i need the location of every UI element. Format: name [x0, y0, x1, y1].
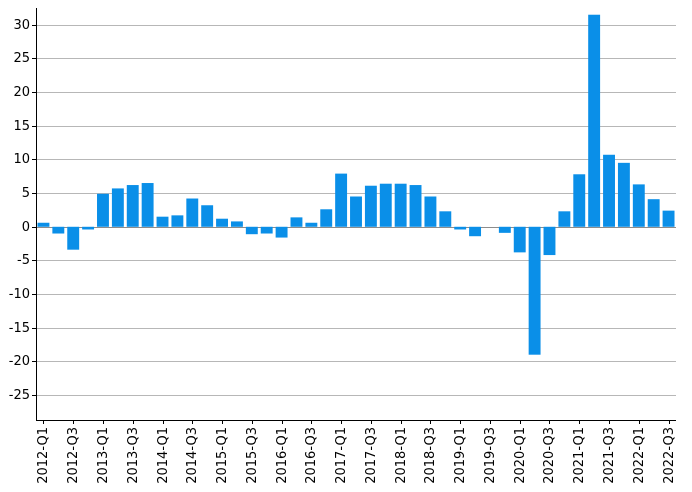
y-tick-label: 20: [13, 85, 30, 100]
x-tick-label: 2016-Q3: [304, 427, 319, 484]
y-axis-ticks: 30 25 20 15 10 5 0 -5 -10 -15 -20 -25: [9, 18, 36, 403]
x-tick-label: 2013-Q1: [96, 427, 111, 484]
bar-2012-Q1: [37, 222, 50, 227]
axes: [36, 8, 676, 421]
bar-2015-Q2: [230, 221, 243, 227]
bar-2013-Q4: [141, 183, 154, 227]
bar-2016-Q1: [275, 226, 288, 238]
x-tick-label: 2022-Q3: [662, 427, 677, 484]
x-tick-label: 2012-Q1: [36, 427, 51, 484]
bar-2015-Q1: [216, 218, 228, 227]
y-tick-label: 10: [13, 152, 30, 167]
y-tick-label: 30: [13, 18, 30, 33]
bar-2020-Q3: [543, 226, 556, 256]
y-tick-label: -5: [17, 253, 30, 268]
bar-2021-Q4: [617, 162, 630, 227]
y-tick-label: 5: [22, 186, 30, 201]
bar-2014-Q4: [201, 205, 214, 227]
x-tick-label: 2013-Q3: [126, 427, 141, 484]
x-tick-label: 2015-Q1: [215, 427, 230, 484]
bar-2022-Q3: [662, 210, 675, 227]
bar-2016-Q3: [305, 222, 318, 227]
bar-2017-Q2: [350, 196, 362, 227]
bar-2012-Q2: [52, 226, 65, 234]
bar-2014-Q2: [171, 215, 184, 227]
bar-2013-Q3: [126, 185, 139, 227]
bar-2015-Q4: [260, 226, 273, 234]
bar-2018-Q4: [439, 211, 452, 227]
y-tick-label: -20: [9, 354, 30, 369]
bar-2017-Q4: [379, 183, 392, 227]
y-tick-label: 0: [22, 220, 30, 235]
x-tick-label: 2018-Q1: [394, 427, 409, 484]
bar-2018-Q2: [409, 185, 422, 227]
x-tick-label: 2022-Q1: [632, 427, 647, 484]
x-axis-ticks: 2012-Q1 2012-Q3 2013-Q1 2013-Q3 2014-Q1 2014-…: [36, 420, 677, 484]
x-tick-label: 2021-Q1: [572, 427, 587, 484]
x-tick-label: 2017-Q1: [334, 427, 349, 484]
bar-2018-Q3: [424, 196, 437, 227]
x-tick-label: 2021-Q3: [602, 427, 617, 484]
bar-2018-Q1: [394, 183, 407, 227]
x-tick-label: 2014-Q1: [156, 427, 171, 484]
bar-2013-Q2: [111, 188, 124, 227]
bar-2014-Q1: [156, 216, 169, 227]
bars: [37, 14, 675, 355]
x-tick-label: 2016-Q1: [275, 427, 290, 484]
x-tick-label: 2018-Q3: [423, 427, 438, 484]
bar-2013-Q1: [97, 193, 109, 227]
bar-2014-Q3: [186, 198, 199, 227]
bar-2020-Q4: [558, 211, 571, 227]
bar-2020-Q2: [528, 226, 541, 355]
bar-2019-Q2: [469, 226, 482, 237]
x-tick-label: 2019-Q3: [483, 427, 498, 484]
bar-2017-Q3: [364, 185, 377, 227]
bar-2022-Q2: [647, 199, 660, 227]
x-tick-label: 2015-Q3: [245, 427, 260, 484]
x-tick-label: 2012-Q3: [66, 427, 81, 484]
y-tick-label: 15: [13, 119, 30, 134]
x-tick-label: 2020-Q3: [542, 427, 557, 484]
bar-2019-Q1: [454, 226, 467, 230]
y-tick-label: 25: [13, 51, 30, 66]
bar-2012-Q3: [67, 226, 80, 250]
bar-2019-Q4: [498, 226, 511, 233]
x-tick-label: 2014-Q3: [185, 427, 200, 484]
bar-2016-Q4: [320, 209, 333, 227]
x-tick-label: 2020-Q1: [513, 427, 528, 484]
bar-2020-Q1: [513, 226, 526, 253]
y-tick-label: -10: [9, 287, 30, 302]
bar-2021-Q1: [573, 174, 586, 227]
bar-2017-Q1: [335, 173, 348, 227]
bar-2021-Q2: [588, 14, 601, 227]
bar-2021-Q3: [603, 154, 615, 227]
y-tick-label: -25: [9, 388, 30, 403]
bar-2022-Q1: [632, 184, 645, 227]
bar-2012-Q4: [82, 226, 95, 230]
x-tick-label: 2019-Q1: [453, 427, 468, 484]
bar-2016-Q2: [290, 217, 303, 227]
x-tick-label: 2017-Q3: [364, 427, 379, 484]
bar-2015-Q3: [245, 226, 258, 235]
y-tick-label: -15: [9, 321, 30, 336]
